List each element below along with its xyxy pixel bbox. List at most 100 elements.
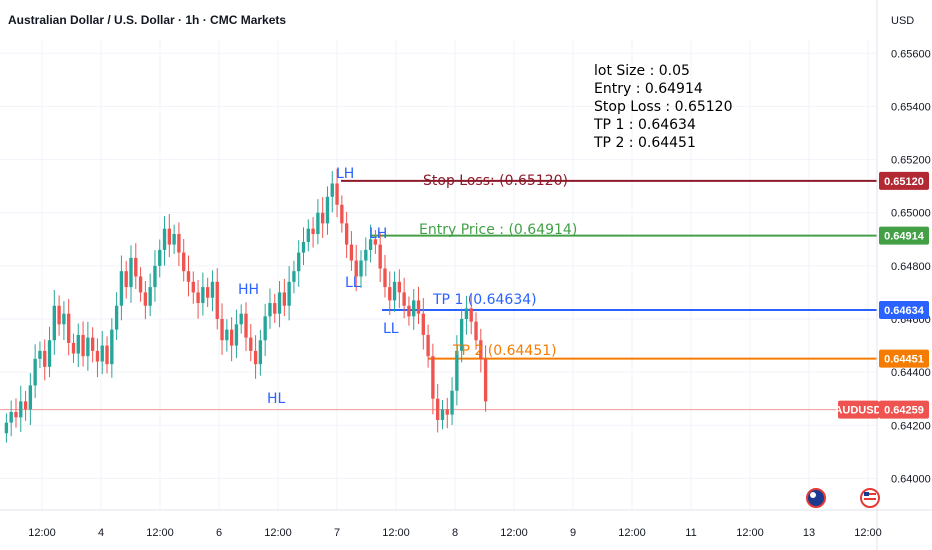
candle[interactable] — [469, 293, 473, 335]
candle[interactable] — [110, 318, 114, 378]
candle[interactable] — [138, 267, 143, 302]
candle[interactable] — [62, 301, 66, 340]
candle[interactable] — [143, 281, 148, 320]
candle[interactable] — [215, 268, 219, 330]
candle[interactable] — [388, 271, 392, 316]
candle[interactable] — [33, 344, 37, 398]
candle[interactable] — [119, 255, 124, 321]
candle[interactable] — [474, 312, 478, 350]
candles[interactable] — [4, 168, 488, 443]
price-axis[interactable]: 0.656000.654000.652000.650000.648000.646… — [891, 48, 931, 485]
candle[interactable] — [220, 303, 224, 355]
candle[interactable] — [167, 214, 172, 258]
candle[interactable] — [191, 271, 195, 304]
candle[interactable] — [124, 260, 128, 299]
candle[interactable] — [297, 240, 301, 287]
candle[interactable] — [23, 391, 28, 421]
candle[interactable] — [479, 328, 483, 373]
candle[interactable] — [9, 400, 13, 437]
candle[interactable] — [344, 211, 349, 259]
candle[interactable] — [162, 216, 167, 266]
candle[interactable] — [129, 245, 133, 303]
candle[interactable] — [277, 281, 282, 328]
candle[interactable] — [43, 339, 47, 381]
candle[interactable] — [263, 303, 267, 356]
candle[interactable] — [52, 290, 56, 355]
candle[interactable] — [76, 323, 80, 368]
candle[interactable] — [38, 341, 42, 369]
candle[interactable] — [201, 272, 205, 316]
au-flag-event-icon[interactable] — [806, 488, 826, 508]
candle[interactable] — [186, 255, 191, 297]
candle[interactable] — [459, 308, 464, 363]
candle[interactable] — [301, 227, 306, 266]
candle[interactable] — [86, 321, 90, 371]
candle[interactable] — [258, 329, 263, 376]
candle[interactable] — [239, 304, 243, 334]
candle[interactable] — [364, 237, 368, 277]
candle[interactable] — [229, 317, 234, 362]
candle[interactable] — [335, 168, 339, 218]
candle[interactable] — [90, 327, 95, 363]
candle[interactable] — [249, 324, 253, 362]
candle[interactable] — [148, 273, 152, 317]
candle[interactable] — [383, 254, 387, 298]
candle[interactable] — [95, 338, 100, 378]
candle[interactable] — [292, 260, 296, 294]
candle[interactable] — [464, 295, 469, 335]
candle[interactable] — [105, 336, 109, 374]
candle[interactable] — [253, 335, 258, 379]
candle[interactable] — [311, 217, 315, 248]
candle[interactable] — [412, 288, 416, 330]
candle[interactable] — [483, 345, 488, 412]
candle[interactable] — [19, 385, 23, 432]
candle[interactable] — [114, 292, 119, 340]
candle[interactable] — [196, 279, 200, 319]
candle[interactable] — [71, 333, 76, 363]
candle[interactable] — [47, 326, 52, 378]
candle[interactable] — [273, 293, 277, 323]
candle[interactable] — [57, 295, 61, 336]
candle[interactable] — [392, 271, 397, 312]
candle[interactable] — [402, 277, 406, 319]
candle[interactable] — [431, 343, 435, 415]
candle[interactable] — [134, 243, 138, 289]
candle[interactable] — [234, 309, 239, 359]
candle[interactable] — [4, 413, 9, 443]
candle[interactable] — [306, 219, 310, 252]
candle[interactable] — [436, 384, 440, 433]
candle[interactable] — [445, 397, 449, 429]
candle[interactable] — [153, 250, 157, 302]
candle[interactable] — [373, 229, 378, 254]
candle[interactable] — [268, 288, 272, 329]
candle[interactable] — [340, 195, 344, 233]
candle[interactable] — [416, 286, 421, 325]
candle[interactable] — [325, 186, 330, 235]
candle[interactable] — [359, 250, 363, 288]
candle[interactable] — [225, 319, 229, 352]
candle[interactable] — [426, 324, 430, 368]
currency-label[interactable]: USD — [891, 15, 914, 27]
candle[interactable] — [172, 224, 176, 254]
candle[interactable] — [100, 330, 104, 375]
candle[interactable] — [455, 335, 459, 406]
candle[interactable] — [349, 231, 354, 271]
candle[interactable] — [450, 377, 454, 426]
candle[interactable] — [81, 321, 85, 367]
candle[interactable] — [158, 239, 162, 278]
candle[interactable] — [14, 398, 18, 428]
candle[interactable] — [320, 197, 325, 238]
time-axis[interactable]: 12:00 4 12:00 6 12:00 7 12:00 8 12:00 9 12:00 11 12:… — [28, 527, 882, 539]
candle[interactable] — [28, 372, 33, 426]
us-flag-event-icon[interactable] — [860, 488, 880, 508]
candle[interactable] — [407, 296, 411, 326]
candle[interactable] — [330, 170, 334, 213]
candle[interactable] — [282, 278, 287, 317]
candle[interactable] — [287, 266, 291, 321]
candle[interactable] — [177, 222, 181, 267]
candle[interactable] — [354, 244, 358, 292]
candle[interactable] — [210, 270, 215, 312]
candle[interactable] — [316, 199, 320, 245]
candle[interactable] — [421, 298, 425, 350]
